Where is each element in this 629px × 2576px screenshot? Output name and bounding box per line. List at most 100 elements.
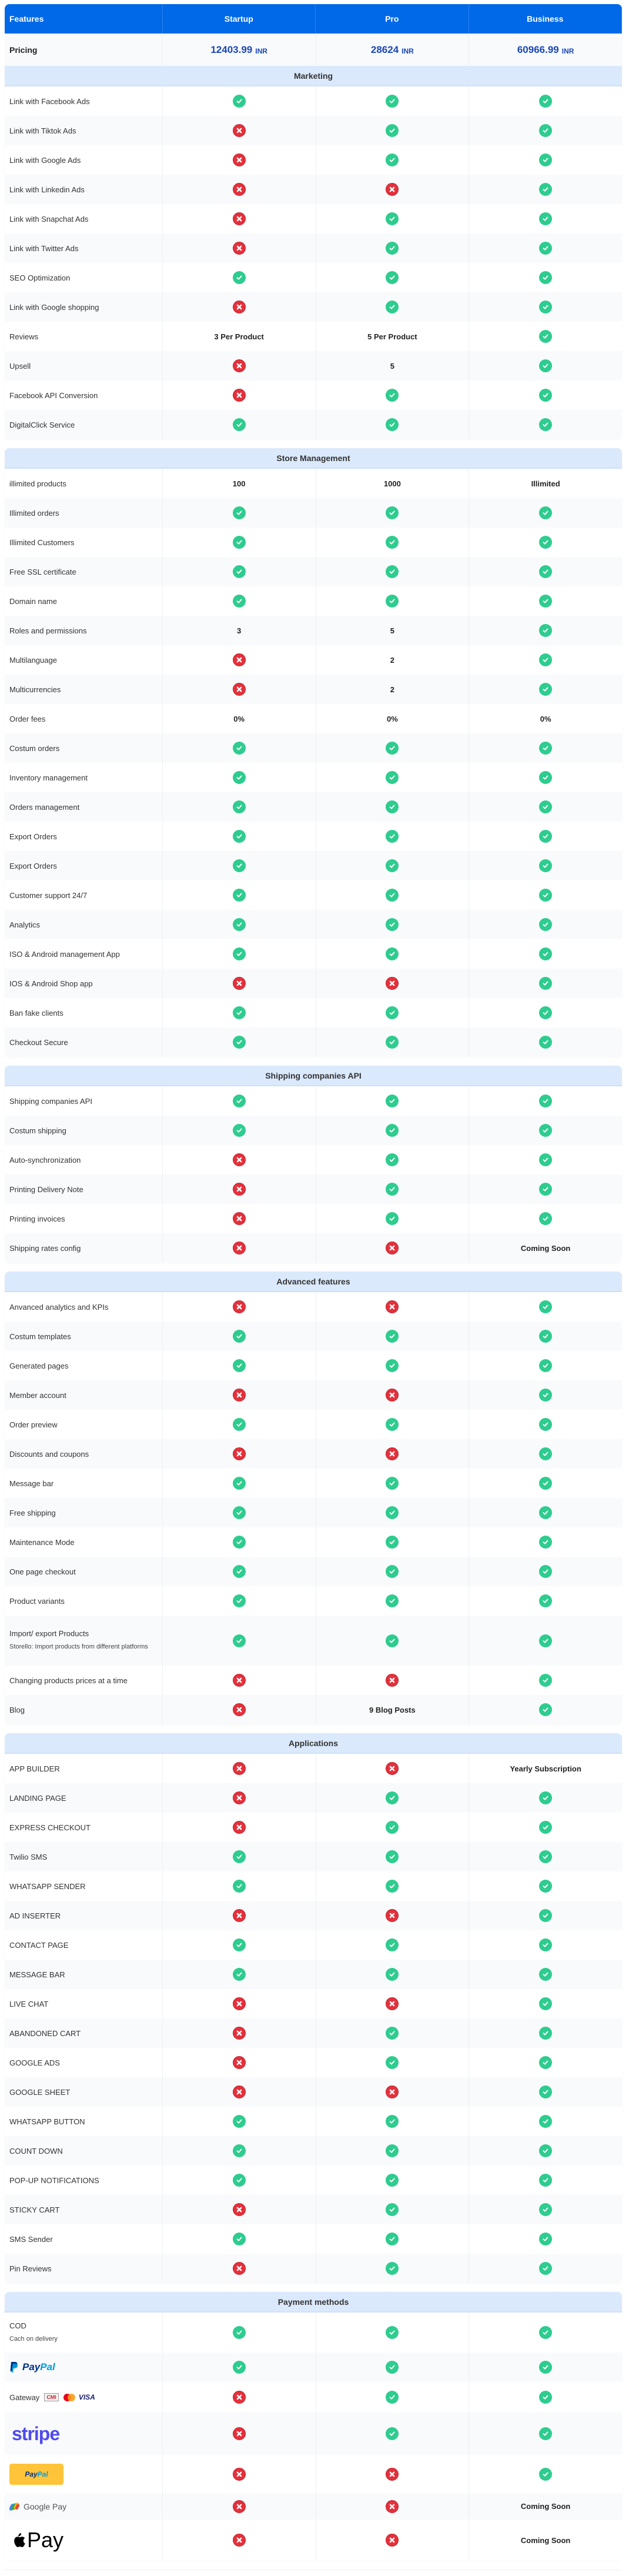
feature-label: Free shipping bbox=[5, 1498, 163, 1527]
pricing-row: Pricing 12403.99 INR 28624 INR 60966.99 INR bbox=[5, 34, 622, 66]
check-circle-icon bbox=[539, 418, 553, 431]
paypal-button-logo: Pay Pal bbox=[9, 2463, 63, 2485]
table-row: WHATSAPP BUTTON bbox=[5, 2107, 622, 2136]
check-circle-icon bbox=[386, 389, 399, 402]
value-pro bbox=[316, 763, 470, 792]
check-circle-icon bbox=[232, 1506, 246, 1519]
feature-name: Changing products prices at a time bbox=[9, 1676, 128, 1685]
check-circle-icon bbox=[232, 1095, 246, 1107]
table-row: COD Cach on delivery bbox=[5, 2313, 622, 2353]
table-row: Link with Linkedin Ads bbox=[5, 175, 622, 204]
feature-label: Discounts and coupons bbox=[5, 1439, 163, 1469]
check-circle-icon bbox=[386, 2391, 399, 2404]
value-business bbox=[469, 175, 622, 204]
value-startup bbox=[163, 410, 316, 439]
value-startup bbox=[163, 1813, 316, 1842]
value-business bbox=[469, 2455, 622, 2493]
value-startup bbox=[163, 2382, 316, 2413]
value-business bbox=[469, 1842, 622, 1871]
value-business bbox=[469, 204, 622, 233]
check-circle-icon bbox=[539, 624, 553, 637]
value-pro bbox=[316, 1842, 470, 1871]
check-circle-icon bbox=[539, 859, 553, 872]
table-row: Blog 9 Blog Posts bbox=[5, 1695, 622, 1724]
cross-circle-icon bbox=[232, 1242, 246, 1254]
value-pro bbox=[316, 1351, 470, 1380]
value-startup bbox=[163, 1842, 316, 1871]
table-row: COUNT DOWN bbox=[5, 2136, 622, 2165]
table-row: CONTACT PAGE bbox=[5, 1930, 622, 1960]
value-startup bbox=[163, 1174, 316, 1204]
value-pro bbox=[316, 2224, 470, 2254]
feature-name: Link with Snapchat Ads bbox=[9, 214, 89, 223]
feature-label: One page checkout bbox=[5, 1557, 163, 1586]
value-pro bbox=[316, 1145, 470, 1174]
value-startup bbox=[163, 998, 316, 1027]
feature-name: Orders management bbox=[9, 802, 80, 812]
cross-circle-icon bbox=[386, 1997, 399, 2010]
feature-label: Upsell bbox=[5, 351, 163, 381]
table-row: Multicurrencies 2 bbox=[5, 675, 622, 704]
cross-circle-icon bbox=[232, 2427, 246, 2440]
value-business bbox=[469, 1410, 622, 1439]
feature-label: Costum templates bbox=[5, 1322, 163, 1351]
header-plan-pro: Pro bbox=[316, 4, 469, 34]
feature-name: Multicurrencies bbox=[9, 685, 61, 694]
feature-label: Pay bbox=[5, 2520, 163, 2561]
visa-logo: VISA bbox=[78, 2393, 95, 2401]
value-startup bbox=[163, 1027, 316, 1057]
google-pay-logo: Google Pay bbox=[9, 2501, 66, 2512]
table-row: Generated pages bbox=[5, 1351, 622, 1380]
value-business bbox=[469, 1783, 622, 1813]
value-text: 0% bbox=[233, 714, 245, 723]
table-row: STICKY CART bbox=[5, 2195, 622, 2224]
table-row: One page checkout bbox=[5, 1557, 622, 1586]
feature-label: Member account bbox=[5, 1380, 163, 1410]
check-circle-icon bbox=[539, 124, 553, 137]
feature-label: Reviews bbox=[5, 322, 163, 351]
check-circle-icon bbox=[232, 2361, 246, 2374]
check-circle-icon bbox=[232, 1359, 246, 1372]
cross-circle-icon bbox=[232, 653, 246, 666]
feature-label: Domain name bbox=[5, 586, 163, 616]
check-circle-icon bbox=[232, 536, 246, 549]
value-pro bbox=[316, 1616, 470, 1666]
value-startup bbox=[163, 586, 316, 616]
value-business bbox=[469, 498, 622, 528]
check-circle-icon bbox=[539, 1095, 553, 1107]
check-circle-icon bbox=[539, 301, 553, 313]
check-circle-icon bbox=[232, 830, 246, 843]
feature-name: ABANDONED CART bbox=[9, 2028, 81, 2038]
value-pro bbox=[316, 1557, 470, 1586]
check-circle-icon bbox=[386, 859, 399, 872]
feature-name: Checkout Secure bbox=[9, 1037, 68, 1047]
stripe-logo: stripe bbox=[12, 2422, 60, 2444]
pricing-comparison: Features Startup Pro Business Pricing 12… bbox=[5, 4, 622, 2570]
value-business bbox=[469, 1960, 622, 1989]
value-pro bbox=[316, 733, 470, 763]
value-startup bbox=[163, 1695, 316, 1724]
value-pro bbox=[316, 2520, 470, 2561]
value-business bbox=[469, 1145, 622, 1174]
check-circle-icon bbox=[386, 2144, 399, 2157]
feature-label: Maintenance Mode bbox=[5, 1527, 163, 1557]
price-startup: 12403.99 INR bbox=[163, 34, 316, 66]
check-circle-icon bbox=[539, 154, 553, 166]
table-row: Order fees 0% 0% 0% bbox=[5, 704, 622, 733]
price-pro: 28624 INR bbox=[316, 34, 470, 66]
value-text: Illimited bbox=[531, 479, 560, 488]
value-business bbox=[469, 1527, 622, 1557]
table-row: Order preview bbox=[5, 1410, 622, 1439]
mastercard-icon bbox=[63, 2393, 75, 2401]
value-business bbox=[469, 2165, 622, 2195]
value-business bbox=[469, 1380, 622, 1410]
value-pro bbox=[316, 1086, 470, 1116]
value-startup bbox=[163, 1666, 316, 1695]
value-pro bbox=[316, 233, 470, 263]
value-business bbox=[469, 939, 622, 969]
value-pro bbox=[316, 1027, 470, 1057]
value-startup bbox=[163, 2493, 316, 2520]
table-row: Link with Twitter Ads bbox=[5, 233, 622, 263]
check-circle-icon bbox=[386, 124, 399, 137]
check-circle-icon bbox=[386, 1330, 399, 1343]
